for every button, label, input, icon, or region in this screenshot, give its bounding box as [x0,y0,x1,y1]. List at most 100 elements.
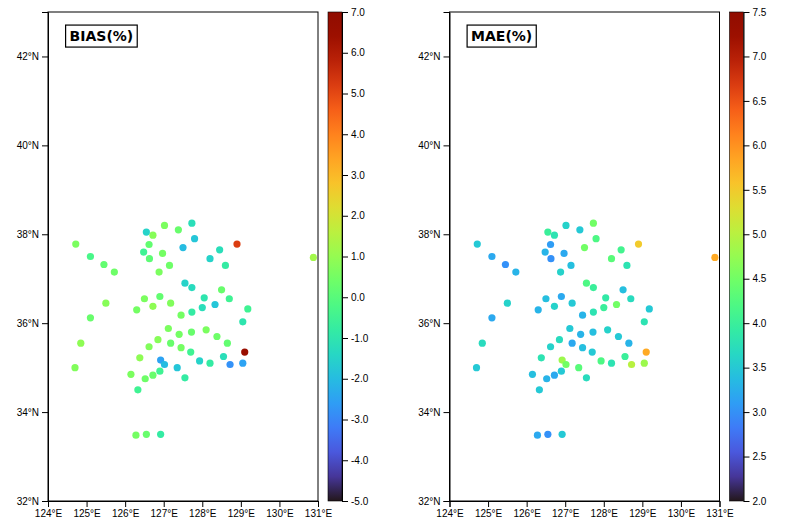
plot-area [71,220,317,439]
station-point [535,306,542,313]
tick: -1.0 [342,333,369,344]
tick: 6.0 [342,47,365,58]
station-point [226,361,233,368]
tick-label: -5.0 [351,496,369,507]
tick: 130°E [266,501,294,519]
station-point [643,348,650,355]
tick: 42°N [17,51,48,62]
station-point [188,328,195,335]
station-point [188,284,195,291]
tick-mark [342,134,348,135]
tick: 131°E [706,501,734,519]
station-point [711,254,718,261]
tick-label: 128°E [591,508,619,519]
tick-label: 34°N [17,407,39,418]
tick-label: 38°N [17,229,39,240]
station-point [556,336,563,343]
tick: -5.0 [342,496,369,507]
tick-mark [720,501,721,507]
station-point [590,220,597,227]
tick-mark [444,234,450,235]
tick-mark [87,501,88,507]
tick: 3.0 [744,407,767,418]
station-point [239,318,246,325]
tick-mark [164,501,165,507]
tick: 34°N [17,407,48,418]
tick: 42°N [418,51,449,62]
tick-label: 5.0 [351,88,365,99]
station-point [597,357,604,364]
station-point [576,226,583,233]
station-point [604,326,611,333]
station-point [557,268,564,275]
tick-label: 3.5 [753,362,767,373]
tick-mark [342,420,348,421]
tick-label: 6.0 [753,140,767,151]
x-axis: 124°E125°E126°E127°E128°E129°E130°E131°E [35,501,333,519]
station-point [538,354,545,361]
tick-label: 3.0 [753,407,767,418]
tick: 34°N [418,407,449,418]
tick: 126°E [513,501,541,519]
tick-label: 126°E [513,508,541,519]
tick-label: 124°E [436,508,464,519]
station-point [547,343,554,350]
station-point [239,360,246,367]
tick: 5.5 [744,185,767,196]
tick-label: 124°E [35,508,63,519]
tick-label: 36°N [17,318,39,329]
tick: 128°E [189,501,217,519]
tick-mark [241,501,242,507]
tick: 2.0 [744,496,767,507]
station-point [623,262,630,269]
title: BIAS(%) [70,28,134,44]
tick-mark [342,94,348,95]
tick-mark [42,234,48,235]
axis-line [444,13,451,502]
tick-mark [744,279,750,280]
station-point [111,268,118,275]
station-point [145,343,152,350]
tick-label: 125°E [73,508,101,519]
station-point [569,340,576,347]
tick-mark [642,501,643,507]
tick-label: 36°N [418,318,440,329]
station-point [504,300,511,307]
tick-mark [744,368,750,369]
station-point [177,312,184,319]
tick: 32°N [418,496,449,507]
station-point [140,248,147,255]
station-point [479,340,486,347]
station-point [206,255,213,262]
tick: 1.0 [342,251,365,262]
tick-mark [42,412,48,413]
tick-label: 127°E [151,508,179,519]
tick-label: 32°N [17,496,39,507]
tick-mark [488,501,489,507]
station-point [551,372,558,379]
station-point [635,240,642,247]
station-point [206,360,213,367]
station-point [220,353,227,360]
tick-mark [42,145,48,146]
tick-label: 130°E [668,508,696,519]
station-point [583,374,590,381]
axis-line [450,502,720,508]
tick-mark [342,460,348,461]
y-axis: 32°N34°N36°N38°N40°N42°N [418,13,450,507]
tick-label: 4.0 [351,129,365,140]
station-point [176,331,183,338]
tick-mark [744,12,750,13]
station-point [569,300,576,307]
station-point [488,253,495,260]
station-point [132,432,139,439]
station-point [191,235,198,242]
tick-mark [42,56,48,57]
station-point [71,364,78,371]
station-point [562,361,569,368]
tick-label: 34°N [418,407,440,418]
tick-label: 3.0 [351,170,365,181]
tick-mark [744,323,750,324]
tick-label: 42°N [418,51,440,62]
station-point [136,354,143,361]
